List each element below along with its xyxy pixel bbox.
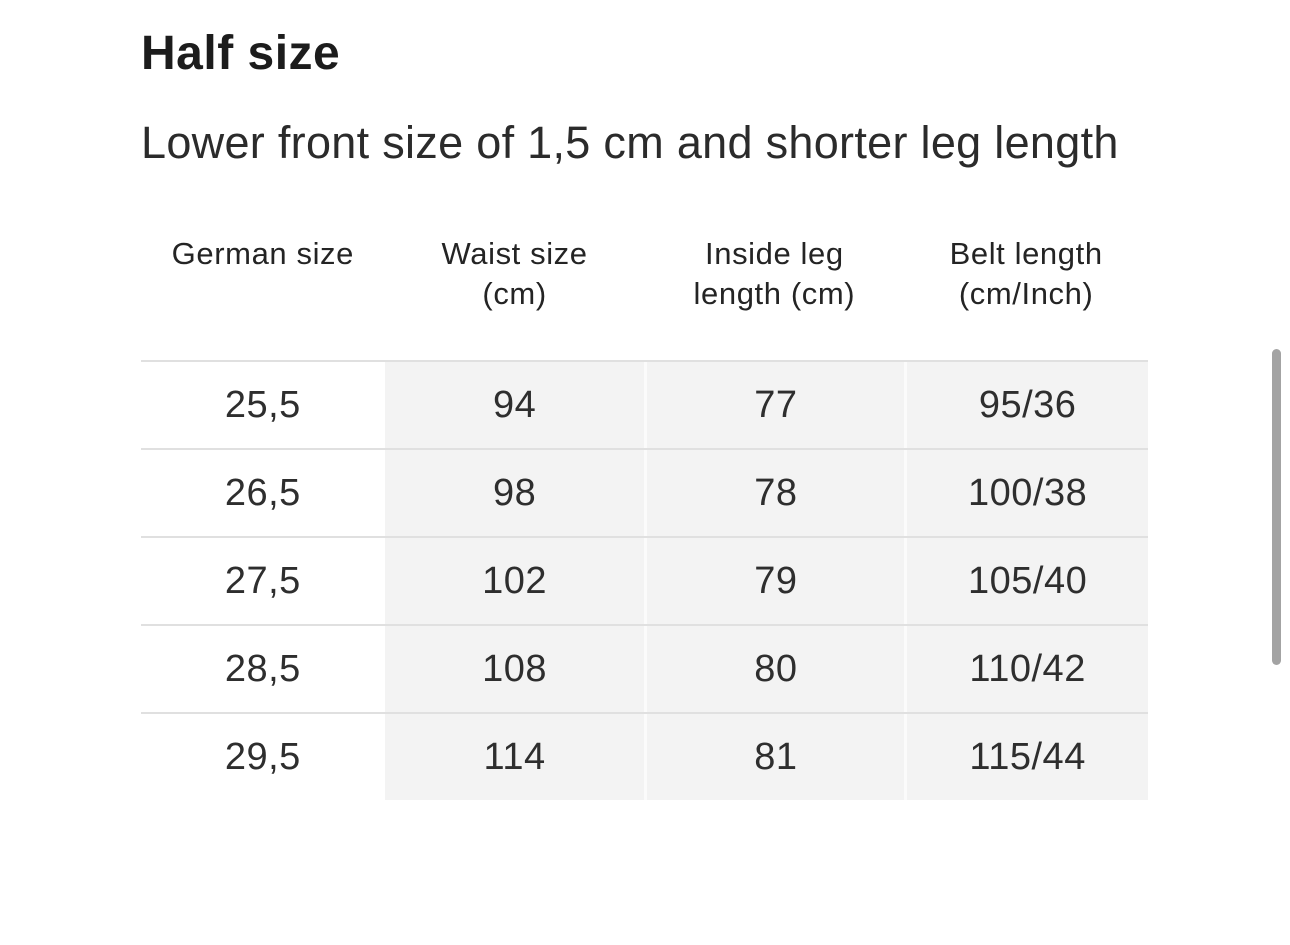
cell-waist-size: 114 — [384, 714, 645, 800]
column-header-label-line2: (cm/Inch) — [958, 276, 1094, 311]
size-table-header-row: German size Waist size (cm) Inside leg l… — [141, 234, 1148, 360]
cell-waist-size: 98 — [384, 450, 645, 536]
cell-waist-size: 94 — [384, 362, 645, 448]
cell-german-size: 29,5 — [224, 735, 301, 778]
cell-belt-length: 95/36 — [904, 362, 1148, 448]
column-header-label-line2: length (cm) — [693, 276, 856, 311]
table-row: 28,5 108 80 110/42 — [141, 624, 1148, 712]
cell-german-size: 26,5 — [224, 471, 301, 514]
table-row: 29,5 114 81 115/44 — [141, 712, 1148, 800]
cell-waist-size: 108 — [384, 626, 645, 712]
column-header-waist-size: Waist size (cm) — [385, 234, 645, 360]
column-header-label: Waist size — [441, 236, 588, 271]
size-guide-page: Half size Lower front size of 1,5 cm and… — [141, 26, 1148, 800]
cell-inside-leg-length: 77 — [644, 362, 905, 448]
table-row: 26,5 98 78 100/38 — [141, 448, 1148, 536]
column-header-belt-length: Belt length (cm/Inch) — [904, 234, 1148, 360]
cell-inside-leg-length: 80 — [644, 626, 905, 712]
column-header-label: German size — [171, 236, 354, 271]
table-row: 27,5 102 79 105/40 — [141, 536, 1148, 624]
page-title: Half size — [141, 27, 341, 80]
cell-inside-leg-length: 78 — [644, 450, 905, 536]
column-header-inside-leg-length: Inside leg length (cm) — [644, 234, 904, 360]
cell-inside-leg-length: 79 — [644, 538, 905, 624]
cell-german-size: 27,5 — [224, 559, 301, 602]
column-header-label-line2: (cm) — [482, 276, 547, 311]
table-row: 25,5 94 77 95/36 — [141, 360, 1148, 448]
page-subtitle: Lower front size of 1,5 cm and shorter l… — [141, 117, 1119, 168]
size-table-body: 25,5 94 77 95/36 26,5 98 78 100/38 27,5 … — [141, 360, 1148, 800]
cell-german-size: 28,5 — [224, 647, 301, 690]
cell-belt-length: 115/44 — [904, 714, 1148, 800]
cell-belt-length: 100/38 — [904, 450, 1148, 536]
vertical-scrollbar-thumb[interactable] — [1272, 349, 1281, 665]
cell-belt-length: 105/40 — [904, 538, 1148, 624]
size-table: German size Waist size (cm) Inside leg l… — [141, 234, 1148, 800]
column-header-label: Inside leg — [705, 236, 844, 271]
cell-waist-size: 102 — [384, 538, 645, 624]
column-header-label: Belt length — [949, 236, 1103, 271]
cell-belt-length: 110/42 — [904, 626, 1148, 712]
column-header-german-size: German size — [141, 234, 385, 360]
cell-inside-leg-length: 81 — [644, 714, 905, 800]
cell-german-size: 25,5 — [224, 383, 301, 426]
